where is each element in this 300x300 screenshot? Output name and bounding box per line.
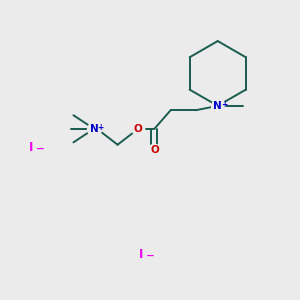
Text: −: − [36,144,44,154]
Text: I: I [139,248,143,261]
Text: +: + [221,100,227,109]
Text: +: + [98,123,104,132]
Text: O: O [150,145,159,155]
Text: N: N [213,101,222,111]
Text: N: N [90,124,98,134]
Text: O: O [134,124,142,134]
Text: −: − [146,251,155,261]
Text: I: I [28,141,33,154]
